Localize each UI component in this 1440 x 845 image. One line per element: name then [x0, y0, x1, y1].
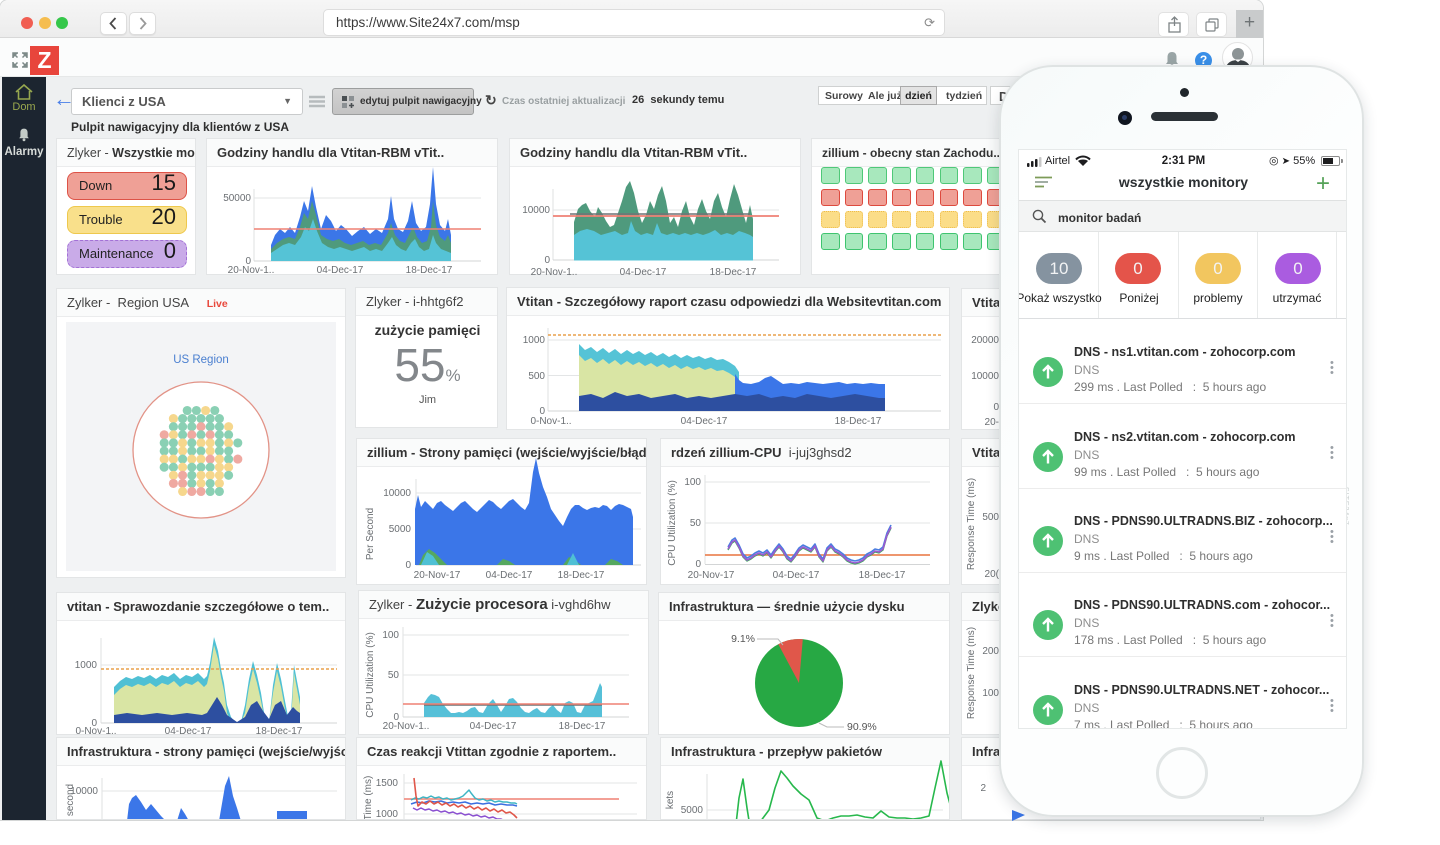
svg-text:04-Dec-17: 04-Dec-17 [486, 570, 533, 581]
svg-text:Response Time (ms): Response Time (ms) [966, 478, 977, 570]
svg-text:50: 50 [388, 670, 400, 681]
svg-text:0: 0 [544, 255, 550, 266]
svg-text:04-Dec-17: 04-Dec-17 [681, 416, 728, 427]
svg-text:20000: 20000 [971, 335, 999, 346]
svg-text:1000: 1000 [75, 660, 98, 671]
svg-text:20-: 20- [985, 417, 999, 428]
svg-text:second: second [65, 784, 76, 816]
svg-text:20-Nov-1..: 20-Nov-1.. [531, 267, 578, 276]
svg-text:10000: 10000 [70, 786, 98, 797]
svg-text:04-Dec-17: 04-Dec-17 [317, 265, 364, 276]
svg-text:04-Dec-17: 04-Dec-17 [165, 726, 212, 735]
svg-text:0: 0 [993, 402, 999, 413]
svg-text:18-Dec-17: 18-Dec-17 [256, 726, 303, 735]
svg-text:200: 200 [982, 646, 999, 657]
svg-text:kets: kets [665, 791, 676, 809]
svg-text:1000: 1000 [376, 809, 399, 820]
svg-text:1500: 1500 [376, 778, 399, 789]
svg-text:50: 50 [690, 518, 702, 529]
svg-text:0: 0 [393, 712, 399, 723]
svg-text:CPU Utilization (%): CPU Utilization (%) [365, 632, 376, 718]
svg-text:1000: 1000 [523, 335, 546, 346]
svg-text:0-Nov-1..: 0-Nov-1.. [75, 726, 116, 735]
svg-text:20-Nov-1..: 20-Nov-1.. [228, 265, 275, 276]
svg-text:9.1%: 9.1% [731, 633, 755, 645]
svg-text:10000: 10000 [522, 205, 550, 216]
svg-text:18-Dec-17: 18-Dec-17 [558, 570, 605, 581]
svg-text:US Region: US Region [173, 354, 229, 366]
svg-text:18-Dec-17: 18-Dec-17 [710, 267, 757, 276]
svg-text:0: 0 [695, 559, 701, 570]
svg-text:500: 500 [528, 371, 545, 382]
svg-text:90.9%: 90.9% [847, 721, 877, 733]
svg-text:0: 0 [539, 406, 545, 417]
svg-text:04-Dec-17: 04-Dec-17 [620, 267, 667, 276]
svg-text:18-Dec-17: 18-Dec-17 [859, 570, 906, 581]
svg-text:5000: 5000 [389, 524, 412, 535]
svg-text:Response Time (ms): Response Time (ms) [966, 627, 977, 719]
svg-text:20(: 20( [985, 569, 1000, 580]
svg-text:20-Nov-17: 20-Nov-17 [688, 570, 735, 581]
svg-text:Time (ms): Time (ms) [363, 776, 374, 820]
svg-text:100: 100 [684, 477, 701, 488]
svg-text:CPU Utilization (%): CPU Utilization (%) [667, 480, 678, 566]
svg-text:04-Dec-17: 04-Dec-17 [470, 721, 517, 732]
svg-text:18-Dec-17: 18-Dec-17 [835, 416, 882, 427]
svg-text:20-Nov-17: 20-Nov-17 [414, 570, 461, 581]
svg-text:10000: 10000 [383, 488, 411, 499]
svg-text:Per Second: Per Second [365, 508, 376, 560]
svg-text:0: 0 [405, 560, 411, 571]
svg-text:500: 500 [982, 512, 999, 523]
svg-text:2: 2 [980, 783, 986, 794]
svg-text:100: 100 [982, 688, 999, 699]
svg-text:10000: 10000 [971, 371, 999, 382]
svg-text:50000: 50000 [223, 193, 251, 204]
svg-text:5000: 5000 [681, 805, 704, 816]
svg-text:18-Dec-17: 18-Dec-17 [406, 265, 453, 276]
svg-text:100: 100 [382, 630, 399, 641]
svg-text:20-Nov-1..: 20-Nov-1.. [383, 721, 430, 732]
svg-text:18-Dec-17: 18-Dec-17 [559, 721, 606, 732]
svg-text:0: 0 [91, 718, 97, 729]
svg-text:04-Dec-17: 04-Dec-17 [773, 570, 820, 581]
svg-text:0: 0 [245, 256, 251, 267]
svg-text:0-Nov-1..: 0-Nov-1.. [530, 416, 571, 427]
